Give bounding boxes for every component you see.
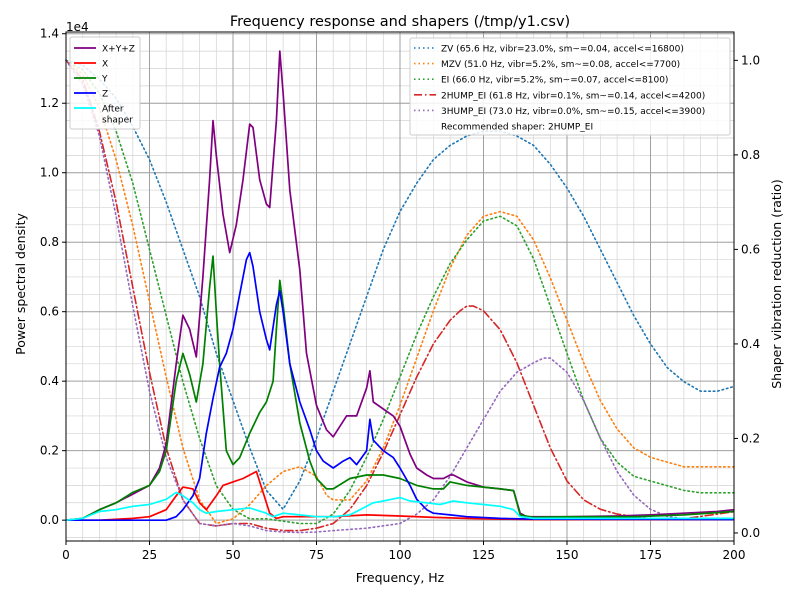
shaper-legend-label: ZV (65.6 Hz, vibr=23.0%, sm~=0.04, accel… — [441, 45, 684, 55]
x-ticks: 0 25 50 75 100 125 150 175 200 — [62, 541, 745, 562]
psd-legend-label: X — [102, 60, 108, 70]
x-tick-label: 25 — [142, 548, 157, 562]
psd-line-3 — [66, 251, 735, 522]
psd-line-1 — [66, 470, 734, 522]
y2-axis-label: Shaper vibration reduction (ratio) — [769, 179, 784, 389]
psd-legend-box — [69, 36, 141, 130]
shaper-legend-box — [409, 37, 731, 136]
y-tick-label: 1.2 — [40, 96, 59, 110]
shaper-legend-label: MZV (51.0 Hz, vibr=5.2%, sm~=0.08, accel… — [441, 60, 680, 70]
psd-legend-label: After shaper — [102, 105, 133, 126]
y-tick-label: 1.0 — [40, 166, 59, 180]
shaper-legend-label: 3HUMP_EI (73.0 Hz, vibr=0.0%, sm~=0.15, … — [441, 107, 705, 117]
shaper-lines — [65, 59, 735, 534]
shaper-legend-label: 2HUMP_EI (61.8 Hz, vibr=0.1%, sm~=0.14, … — [441, 91, 705, 101]
shaper-line-1 — [65, 59, 735, 525]
y-tick-label: 0.2 — [40, 444, 59, 458]
y-ticks: 0.0 0.2 0.4 0.6 0.8 1.0 1.2 1.4 — [40, 27, 66, 527]
x-tick-label: 200 — [723, 548, 746, 562]
y2-tick-label: 0.4 — [741, 337, 760, 351]
shaper-line-0 — [65, 59, 735, 511]
y-tick-label: 1.4 — [40, 27, 59, 41]
x-tick-label: 125 — [472, 548, 495, 562]
psd-line-2 — [65, 255, 735, 522]
shaper-legend: ZV (65.6 Hz, vibr=23.0%, sm~=0.04, accel… — [409, 37, 731, 136]
psd-lines — [65, 50, 735, 522]
psd-line-4 — [65, 491, 734, 522]
x-tick-label: 0 — [62, 548, 70, 562]
psd-legend-label: X+Y+Z — [102, 45, 135, 55]
y2-tick-label: 0.2 — [741, 431, 760, 445]
x-tick-label: 50 — [225, 548, 240, 562]
y2-tick-label: 0.0 — [741, 526, 760, 540]
chart-title: Frequency response and shapers (/tmp/y1.… — [230, 14, 570, 30]
x-tick-label: 150 — [556, 548, 579, 562]
shaper-legend-label: EI (66.0 Hz, vibr=5.2%, sm~=0.07, accel<… — [441, 76, 668, 86]
y-axis-exponent: 1e4 — [66, 20, 89, 34]
y2-tick-label: 0.6 — [741, 242, 760, 256]
x-tick-label: 175 — [639, 548, 662, 562]
y2-tick-label: 1.0 — [741, 53, 760, 67]
y2-ticks: 0.0 0.2 0.4 0.6 0.8 1.0 — [734, 53, 760, 540]
y-tick-label: 0.4 — [40, 374, 59, 388]
shaper-line-3 — [65, 59, 735, 532]
shaper-line-2 — [65, 59, 735, 525]
psd-legend-label: Z — [102, 90, 108, 100]
y-tick-label: 0.0 — [40, 513, 59, 527]
psd-legend: X+Y+Z XYZ After shaper — [69, 36, 141, 130]
recommended-shaper-label: Recommended shaper: 2HUMP_EI — [441, 123, 593, 133]
y-tick-label: 0.6 — [40, 305, 59, 319]
x-axis-label: Frequency, Hz — [356, 570, 445, 585]
y-tick-label: 0.8 — [40, 235, 59, 249]
shaper-line-4 — [65, 59, 735, 534]
y-axis-label: Power spectral density — [13, 213, 28, 355]
x-tick-label: 100 — [389, 548, 412, 562]
psd-legend-label: Y — [101, 75, 108, 85]
psd-line-0 — [65, 50, 735, 522]
y2-tick-label: 0.8 — [741, 148, 760, 162]
x-tick-label: 75 — [309, 548, 324, 562]
